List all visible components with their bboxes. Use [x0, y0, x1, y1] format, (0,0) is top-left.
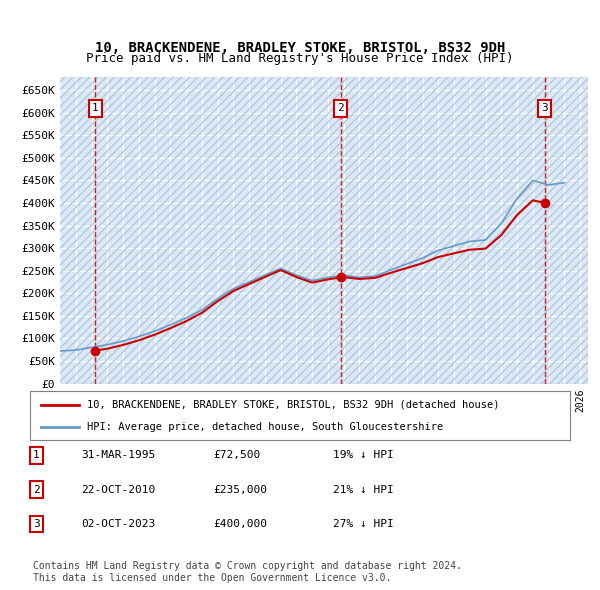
Text: 2: 2: [337, 103, 344, 113]
Text: 19% ↓ HPI: 19% ↓ HPI: [333, 451, 394, 460]
Text: 3: 3: [33, 519, 40, 529]
Text: £400,000: £400,000: [213, 519, 267, 529]
Text: 21% ↓ HPI: 21% ↓ HPI: [333, 485, 394, 494]
Text: 10, BRACKENDENE, BRADLEY STOKE, BRISTOL, BS32 9DH (detached house): 10, BRACKENDENE, BRADLEY STOKE, BRISTOL,…: [86, 399, 499, 409]
Text: 1: 1: [92, 103, 98, 113]
Text: 22-OCT-2010: 22-OCT-2010: [81, 485, 155, 494]
Text: 31-MAR-1995: 31-MAR-1995: [81, 451, 155, 460]
Text: £235,000: £235,000: [213, 485, 267, 494]
Text: Contains HM Land Registry data © Crown copyright and database right 2024.
This d: Contains HM Land Registry data © Crown c…: [33, 561, 462, 583]
Text: 1: 1: [33, 451, 40, 460]
Text: £72,500: £72,500: [213, 451, 260, 460]
Text: HPI: Average price, detached house, South Gloucestershire: HPI: Average price, detached house, Sout…: [86, 422, 443, 432]
Text: 27% ↓ HPI: 27% ↓ HPI: [333, 519, 394, 529]
Text: 10, BRACKENDENE, BRADLEY STOKE, BRISTOL, BS32 9DH: 10, BRACKENDENE, BRADLEY STOKE, BRISTOL,…: [95, 41, 505, 55]
Text: 2: 2: [33, 485, 40, 494]
Text: 3: 3: [541, 103, 548, 113]
Text: Price paid vs. HM Land Registry's House Price Index (HPI): Price paid vs. HM Land Registry's House …: [86, 52, 514, 65]
Text: 02-OCT-2023: 02-OCT-2023: [81, 519, 155, 529]
